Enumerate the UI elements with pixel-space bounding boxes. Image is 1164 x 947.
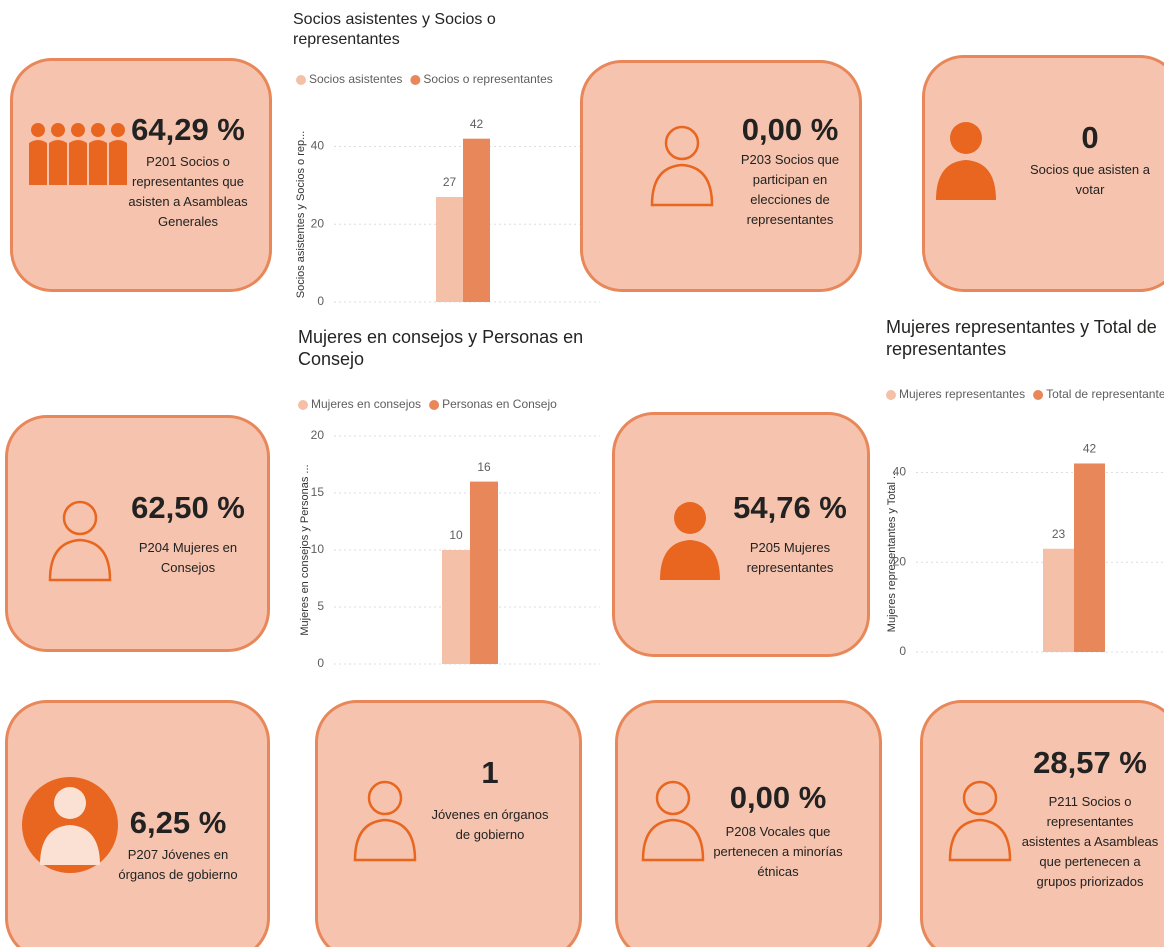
icon-part <box>89 140 107 185</box>
card-icon <box>29 123 127 185</box>
icon-part <box>111 123 125 137</box>
icon-part <box>950 122 982 154</box>
icon-part <box>660 540 720 580</box>
icon-part <box>49 140 67 185</box>
card-icon <box>936 122 996 200</box>
icon-part <box>50 540 110 580</box>
card-icon <box>950 782 1010 860</box>
icons-layer <box>0 0 1164 947</box>
icon-part <box>54 787 86 819</box>
icon-part <box>64 502 96 534</box>
icon-part <box>91 123 105 137</box>
card-icon <box>22 777 118 873</box>
icon-part <box>643 820 703 860</box>
icon-part <box>71 123 85 137</box>
icon-part <box>666 127 698 159</box>
icon-part <box>355 820 415 860</box>
icon-part <box>69 140 87 185</box>
icon-part <box>29 140 47 185</box>
chart-title: Mujeres representantes y Total de repres… <box>886 316 1164 360</box>
card-icon <box>652 127 712 205</box>
card-icon <box>50 502 110 580</box>
card-icon <box>660 502 720 580</box>
icon-part <box>936 160 996 200</box>
card-icon <box>355 782 415 860</box>
icon-part <box>369 782 401 814</box>
icon-part <box>652 165 712 205</box>
icon-part <box>964 782 996 814</box>
dashboard: Socios asistentesSocios o representantes… <box>0 0 1164 947</box>
chart-title: Mujeres en consejos y Personas en Consej… <box>298 326 598 370</box>
icon-part <box>657 782 689 814</box>
icon-part <box>950 820 1010 860</box>
icon-part <box>31 123 45 137</box>
icon-part <box>674 502 706 534</box>
card-icon <box>643 782 703 860</box>
icon-part <box>109 140 127 185</box>
chart-title: Socios asistentes y Socios o representan… <box>293 10 543 50</box>
icon-part <box>51 123 65 137</box>
